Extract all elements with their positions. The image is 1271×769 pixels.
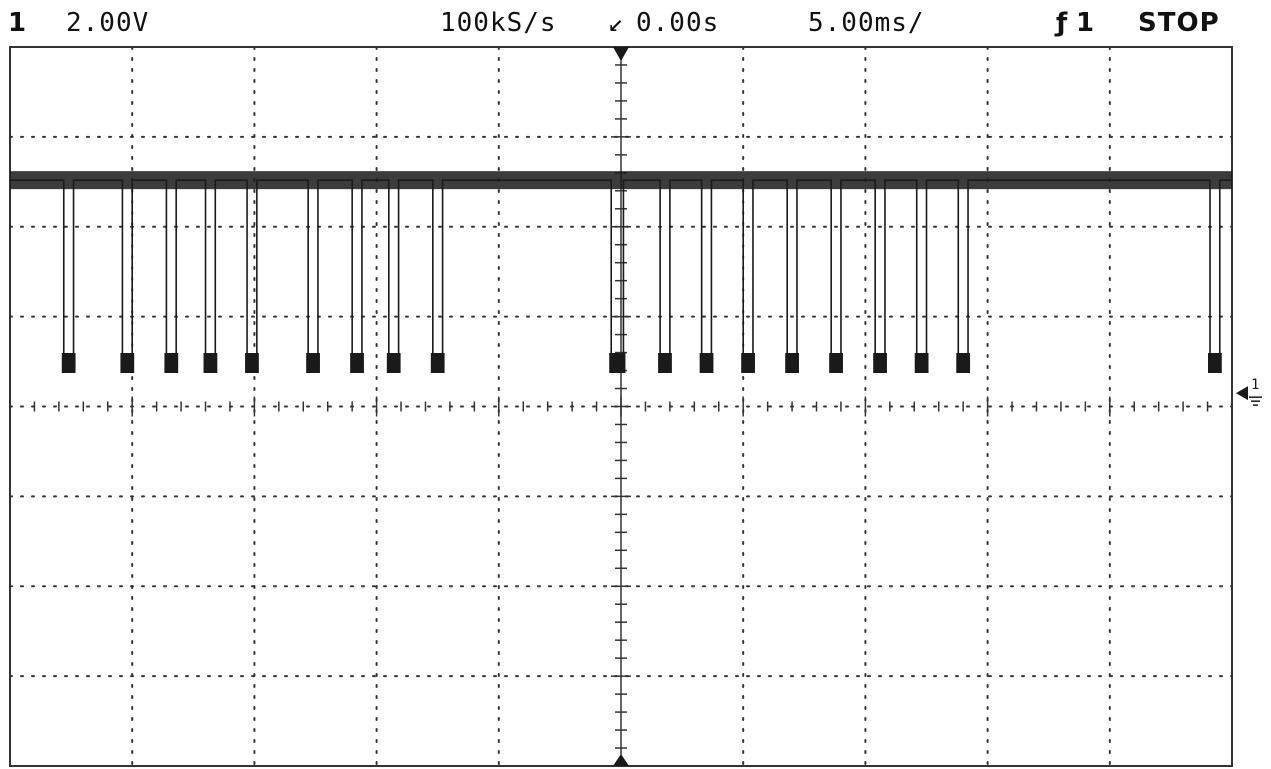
trigger-position-marker-bottom (613, 754, 629, 766)
low-pulse-bottom (741, 352, 755, 373)
time-per-div: 5.00ms/ (808, 8, 925, 38)
low-pulse-bottom (658, 352, 672, 373)
trigger-source: 1 (1076, 8, 1096, 38)
trigger-delay: 0.00s (636, 8, 720, 38)
trigger-edge-icon: ƒ (1056, 8, 1069, 38)
low-pulse-bottom (350, 352, 364, 373)
low-pulse-bottom (386, 352, 401, 373)
status-bar: 1 2.00V 100kS/s ↙ 0.00s 5.00ms/ ƒ 1 STOP (0, 0, 1271, 46)
low-pulse-bottom (609, 352, 626, 373)
signal-trace (10, 171, 1232, 373)
trigger-delay-icon: ↙ (608, 8, 625, 38)
volts-per-div: 2.00V (66, 8, 150, 38)
low-pulse-bottom (829, 352, 843, 373)
low-pulse-bottom (120, 352, 135, 373)
low-pulse-bottom (785, 352, 799, 373)
channel-number: 1 (8, 8, 28, 38)
low-pulse-bottom (1208, 352, 1222, 373)
low-pulse-bottom (956, 352, 971, 373)
low-pulse-bottom (306, 352, 320, 373)
run-state: STOP (1138, 8, 1220, 38)
graticule (9, 46, 1233, 767)
trigger-position-marker-top (613, 47, 629, 61)
markers: 1 (613, 47, 1262, 766)
low-pulse-bottom (245, 352, 259, 373)
low-pulse-bottom (203, 352, 218, 373)
ground-marker-icon (1236, 386, 1248, 401)
low-pulse-bottom (164, 352, 179, 373)
low-pulse-bottom (699, 352, 714, 373)
sample-rate: 100kS/s (440, 8, 557, 38)
ground-marker-label: 1 (1251, 377, 1259, 393)
low-pulse-bottom (430, 352, 445, 373)
low-pulse-bottom (914, 352, 929, 373)
low-pulse-bottom (873, 352, 887, 373)
low-pulse-bottom (61, 352, 76, 373)
